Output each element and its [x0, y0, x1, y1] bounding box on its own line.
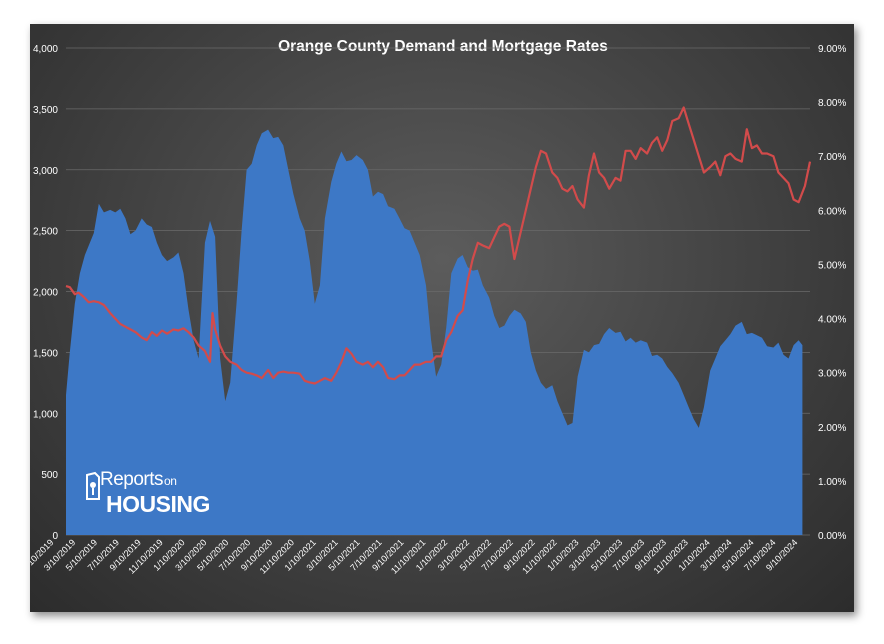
mortgage-rate-line — [65, 106, 812, 385]
rate-line-layer — [65, 106, 812, 385]
right-tick-label: 6.00% — [818, 206, 846, 217]
right-tick-label: 1.00% — [818, 477, 846, 488]
chart-frame: Orange County Demand and Mortgage Rates … — [30, 24, 854, 612]
right-tick-label: 7.00% — [818, 152, 846, 163]
left-tick-label: 1,500 — [33, 348, 58, 359]
left-tick-label: 1,000 — [33, 409, 58, 420]
logo-line1: Reportson — [100, 469, 177, 490]
demand-area-layer — [66, 129, 803, 535]
reports-on-housing-logo: Reportson HOUSING — [82, 469, 232, 521]
chart-title: Orange County Demand and Mortgage Rates — [278, 38, 608, 55]
left-tick-label: 3,500 — [33, 105, 58, 116]
left-axis: 0 500 1,000 1,500 2,000 2,500 3,000 3,500 4,000 — [33, 44, 58, 542]
right-tick-label: 2.00% — [818, 423, 846, 434]
house-pin-icon — [86, 471, 100, 500]
left-tick-label: 500 — [41, 470, 58, 481]
right-tick-label: 0.00% — [818, 531, 846, 542]
demand-mortgage-chart: Orange County Demand and Mortgage Rates … — [30, 38, 846, 576]
left-tick-label: 3,000 — [33, 166, 58, 177]
left-tick-label: 0 — [52, 531, 58, 542]
right-tick-label: 8.00% — [818, 98, 846, 109]
demand-area — [66, 129, 803, 535]
right-axis: 0.00% 1.00% 2.00% 3.00% 4.00% 5.00% 6.00% 7.00%… — [818, 44, 846, 542]
logo-line2: HOUSING — [106, 491, 210, 517]
left-tick-label: 2,500 — [33, 227, 58, 238]
right-tick-label: 3.00% — [818, 369, 846, 380]
left-tick-label: 4,000 — [33, 44, 58, 55]
right-tick-label: 9.00% — [818, 44, 846, 55]
right-tick-label: 5.00% — [818, 260, 846, 271]
left-tick-label: 2,000 — [33, 288, 58, 299]
right-tick-label: 4.00% — [818, 315, 846, 326]
x-axis: 1/10/20193/10/20195/10/20197/10/20199/10… — [30, 537, 799, 575]
